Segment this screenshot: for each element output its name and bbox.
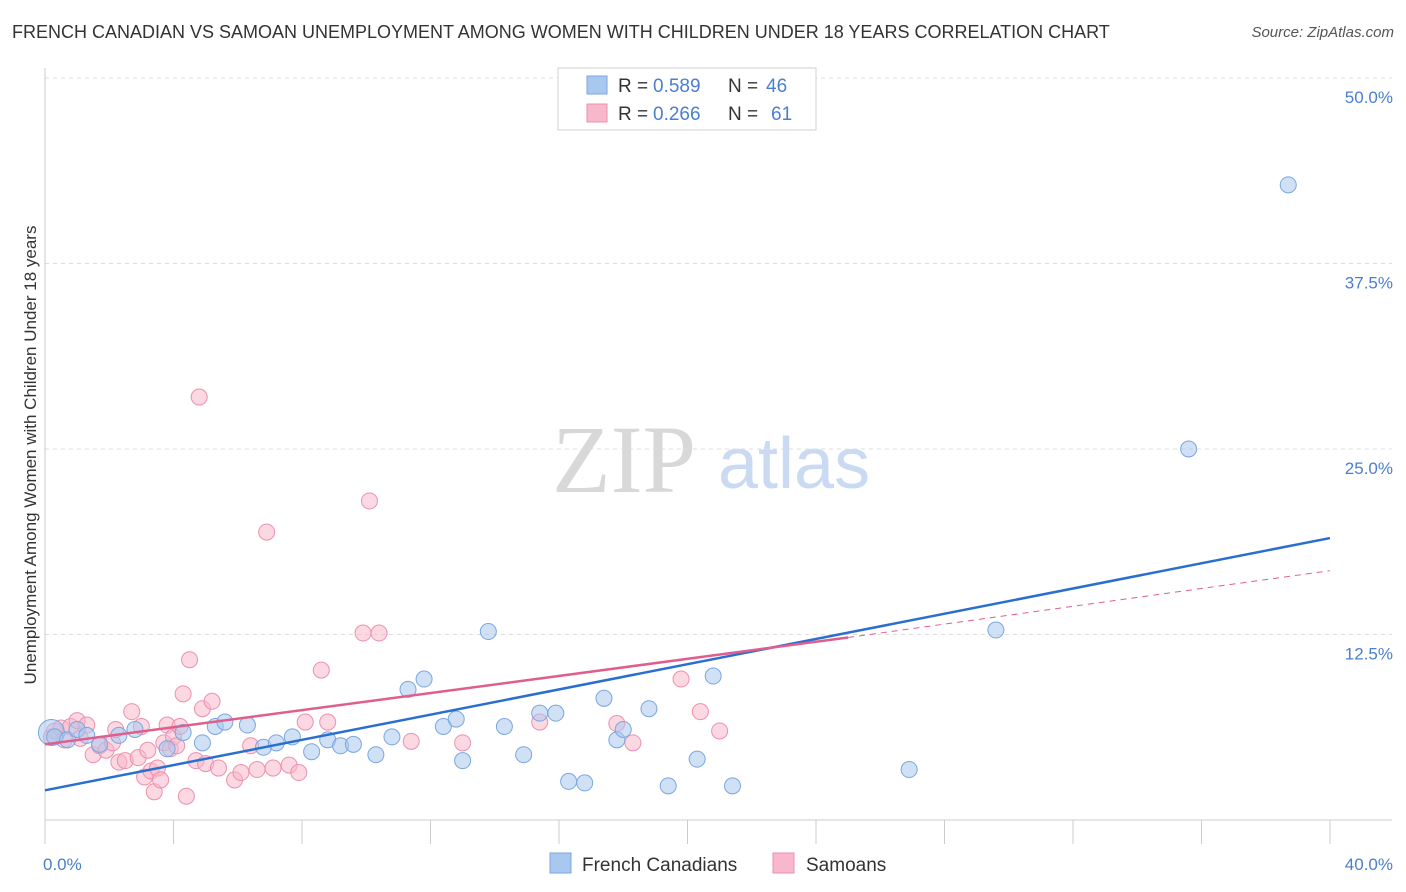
samoans-point-57 [624,734,642,752]
samoans-point-43 [258,523,276,541]
french-canadians-trendline [44,536,1331,792]
french-canadians-point-20 [344,735,362,753]
legend-n-value-1: 46 [766,76,787,97]
watermark-zip: ZIP [552,406,696,513]
samoans-point-37 [203,692,221,710]
french-canadians-point-35 [595,689,613,707]
french-canadians-point-34 [576,774,594,792]
french-canadians-point-10 [193,734,211,752]
samoans-point-15 [123,703,141,721]
samoans-point-60 [711,722,729,740]
x-tick-labels: 0.0% 40.0% [43,855,1393,874]
y-tick-labels: 12.5% 25.0% 37.5% 50.0% [1345,88,1393,664]
samoans-point-48 [312,661,330,679]
french-canadians-point-26 [447,710,465,728]
samoans-point-38 [209,759,227,777]
legend-n-value-2: 61 [771,104,792,125]
french-canadians-points [37,176,1297,795]
y-tick-label-3: 50.0% [1345,88,1393,107]
samoans-point-30 [174,685,192,703]
french-canadians-point-17 [303,743,321,761]
french-canadians-point-42 [723,777,741,795]
samoans-point-49 [319,713,337,731]
french-canadians-point-31 [531,704,549,722]
watermark: ZIP atlas [552,406,870,513]
french-canadians-point-9 [174,723,192,741]
samoans-point-44 [264,759,282,777]
samoans-point-42 [248,761,266,779]
bottom-legend-swatch-french-canadians [549,852,572,874]
x-tick-label-max: 40.0% [1345,855,1393,874]
french-canadians-point-40 [688,750,706,768]
trendlines [44,536,1331,792]
french-canadians-point-13 [238,716,256,734]
legend-n-label-2: N = [728,104,758,125]
french-canadians-point-24 [415,670,433,688]
samoans-point-34 [190,388,208,406]
samoans-point-52 [370,624,388,642]
samoans-point-31 [177,787,195,805]
samoans-point-40 [232,764,250,782]
french-canadians-point-27 [454,752,472,770]
samoans-point-46 [290,764,308,782]
samoans-point-32 [181,651,199,669]
y-axis-title: Unemployment Among Women with Children U… [21,226,40,685]
french-canadians-point-22 [383,728,401,746]
samoans-point-59 [691,703,709,721]
french-canadians-point-46 [1279,176,1297,194]
samoans-point-47 [296,713,314,731]
chart-title: FRENCH CANADIAN VS SAMOAN UNEMPLOYMENT A… [12,22,1110,42]
legend-n-label-1: N = [728,76,758,97]
french-canadians-point-37 [614,720,632,738]
french-canadians-point-23 [399,680,417,698]
legend-swatch-samoans [586,103,608,123]
bottom-legend: French Canadians Samoans [549,852,886,876]
samoans-trendline [44,636,849,746]
french-canadians-point-33 [560,772,578,790]
french-canadians-point-41 [704,667,722,685]
legend-swatch-french-canadians [586,75,608,95]
french-canadians-point-30 [515,746,533,764]
bottom-legend-label-samoans: Samoans [806,855,886,876]
samoans-point-51 [360,492,378,510]
y-tick-label-0: 12.5% [1345,645,1393,664]
french-canadians-point-32 [547,704,565,722]
legend-r-value-1: 0.589 [653,76,701,97]
bottom-legend-swatch-samoans [772,852,795,874]
samoans-point-53 [402,732,420,750]
bottom-legend-label-french-canadians: French Canadians [582,855,737,876]
samoans-point-19 [139,741,157,759]
french-canadians-point-8 [158,740,176,758]
legend-r-value-2: 0.266 [653,104,701,125]
french-canadians-point-25 [434,718,452,736]
samoans-point-54 [454,734,472,752]
legend-r-label-1: R = [618,76,648,97]
french-canadians-point-38 [640,700,658,718]
french-canadians-point-44 [987,621,1005,639]
x-tick-label-min: 0.0% [43,855,82,874]
legend-box: R = 0.589 N = 46 R = 0.266 N = 61 [557,67,817,131]
french-canadians-point-39 [659,777,677,795]
french-canadians-point-29 [495,718,513,736]
samoans-point-58 [672,670,690,688]
samoans-trendline-extension [848,570,1331,638]
samoans-point-23 [152,771,170,789]
samoans-point-50 [354,624,372,642]
y-tick-label-1: 25.0% [1345,459,1393,478]
gridlines [45,77,1392,635]
watermark-atlas: atlas [718,424,870,504]
axes [44,68,1392,844]
french-canadians-point-43 [900,761,918,779]
y-tick-label-2: 37.5% [1345,274,1393,293]
source-credit: Source: ZipAtlas.com [1251,24,1394,41]
french-canadians-point-45 [1180,440,1198,458]
french-canadians-point-21 [367,746,385,764]
french-canadians-point-28 [479,623,497,641]
french-canadians-point-7 [126,720,144,738]
legend-r-label-2: R = [618,104,648,125]
